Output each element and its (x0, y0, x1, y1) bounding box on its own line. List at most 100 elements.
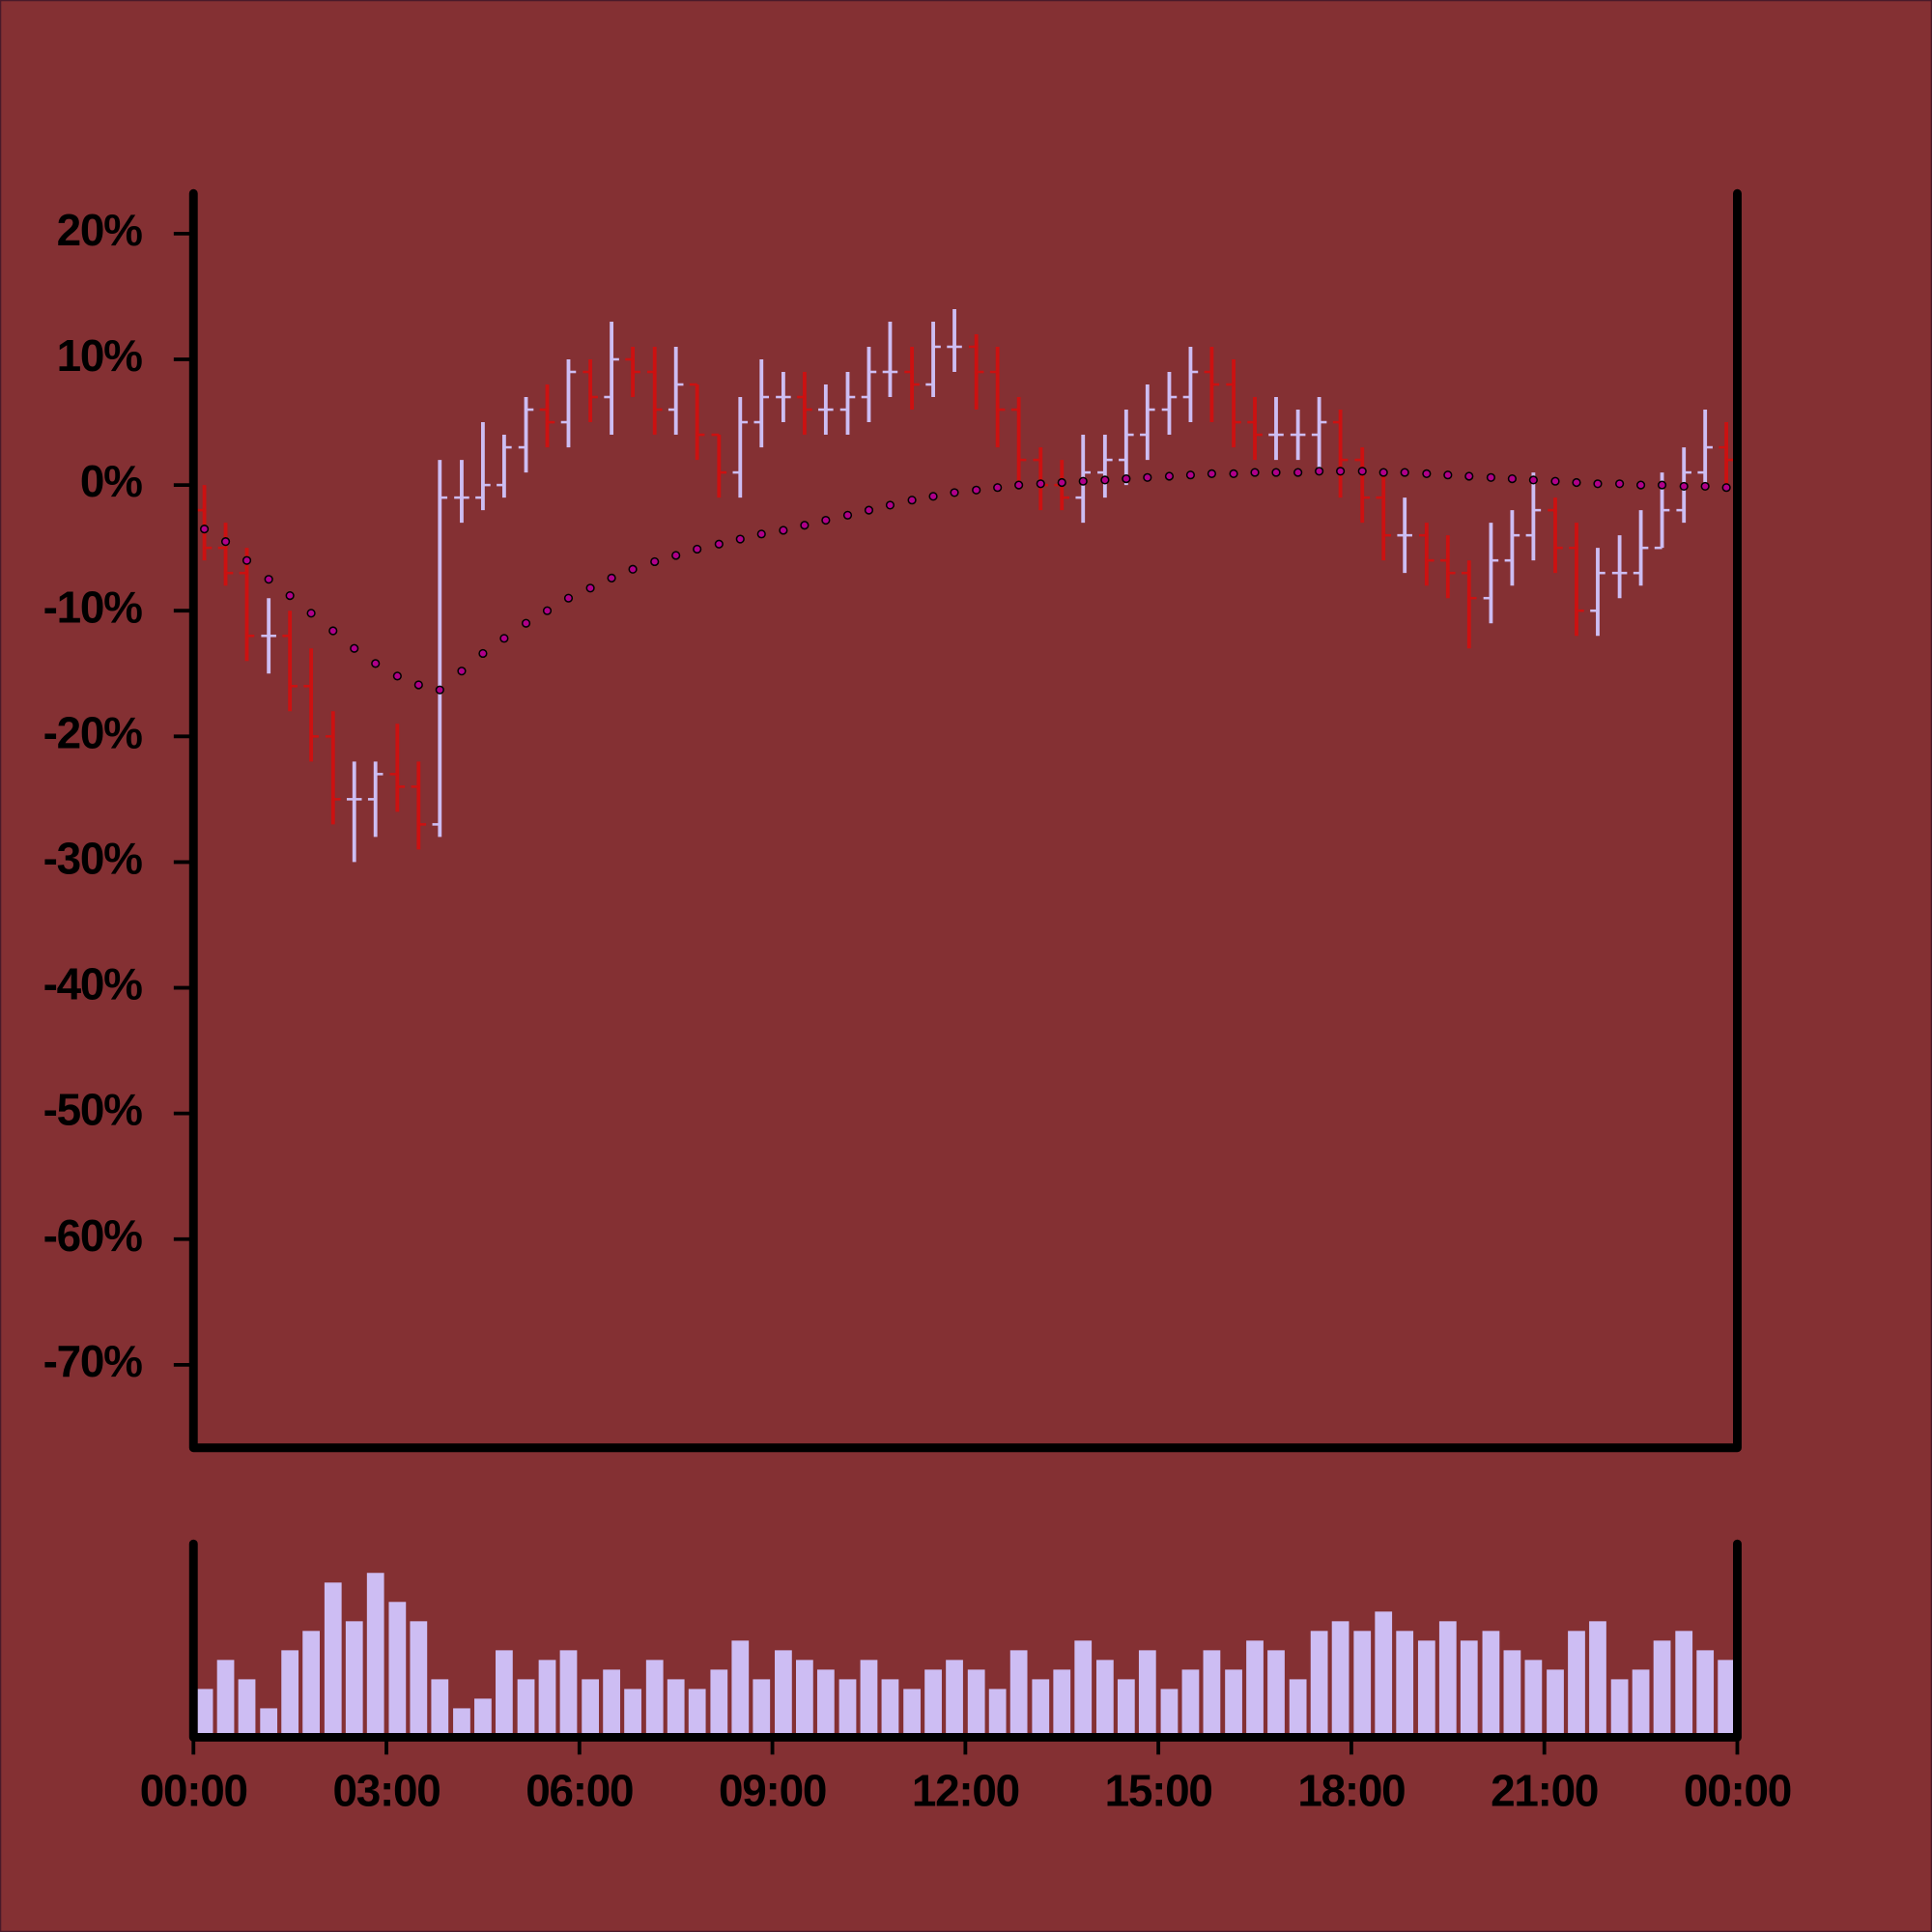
volume-bar (1289, 1679, 1307, 1738)
volume-bar (453, 1708, 470, 1738)
moving-average-point (1486, 472, 1496, 482)
moving-average-point (413, 680, 423, 690)
y-tick-label: -50% (43, 1085, 143, 1135)
moving-average-point (1250, 468, 1260, 477)
moving-average-point (821, 515, 831, 526)
volume-bar (1160, 1689, 1179, 1738)
volume-bar (816, 1669, 835, 1738)
moving-average-point (756, 529, 766, 539)
moving-average-point (457, 667, 467, 676)
volume-bar (881, 1679, 899, 1738)
volume-bar (946, 1660, 963, 1738)
volume-bar (1267, 1650, 1285, 1738)
moving-average-point (371, 659, 381, 668)
moving-average-point (1378, 468, 1388, 477)
axis-frame (188, 1539, 1742, 1742)
volume-bar (1032, 1679, 1050, 1738)
moving-average-point (928, 492, 938, 501)
volume-bar (582, 1679, 600, 1738)
moving-average-point (1036, 479, 1045, 489)
volume-bar (538, 1660, 556, 1738)
moving-average-point (264, 575, 273, 584)
moving-average-point (1315, 467, 1324, 476)
volume-bar (1138, 1650, 1156, 1738)
volume-bar (1095, 1660, 1114, 1738)
moving-average-point (306, 609, 316, 618)
volume-bar (1310, 1631, 1328, 1738)
volume-bar (1653, 1640, 1671, 1738)
volume-bar (624, 1689, 641, 1738)
moving-average-point (714, 539, 724, 549)
moving-average-point (907, 496, 917, 505)
volume-bar (1460, 1640, 1478, 1738)
moving-average-point (693, 544, 702, 554)
volume-bar (1568, 1631, 1585, 1738)
moving-average-point (735, 534, 745, 544)
volume-bar (324, 1582, 342, 1738)
volume-bar (1524, 1660, 1543, 1738)
volume-bar (903, 1689, 921, 1738)
volume-bar (195, 1689, 213, 1738)
moving-average-point (1615, 479, 1625, 489)
moving-average-point (499, 634, 509, 643)
volume-bar (559, 1650, 578, 1738)
moving-average-point (607, 573, 616, 582)
volume-bar (775, 1650, 792, 1738)
moving-average-point (1528, 475, 1538, 485)
moving-average-point (1122, 474, 1131, 484)
moving-average-point (950, 488, 959, 497)
x-tick-label: 00:00 (140, 1765, 247, 1815)
volume-bar (345, 1621, 363, 1738)
moving-average-point (242, 555, 252, 565)
volume-bar (1482, 1631, 1500, 1738)
volume-bar (1009, 1650, 1028, 1738)
volume-bar (967, 1669, 985, 1738)
moving-average-point (1185, 470, 1196, 480)
moving-average-point (779, 526, 788, 535)
x-tick-label: 15:00 (1105, 1765, 1212, 1815)
x-tick-label: 03:00 (333, 1765, 440, 1815)
volume-bar (302, 1631, 320, 1738)
volume-bar (645, 1660, 664, 1738)
volume-bar (1632, 1669, 1650, 1738)
moving-average-point (521, 618, 531, 628)
moving-average-point (199, 525, 210, 534)
volume-bar (517, 1679, 535, 1738)
volume-bar (1053, 1669, 1071, 1738)
volume-bar (238, 1679, 256, 1738)
moving-average-point (1207, 469, 1217, 478)
moving-average-point (1293, 468, 1303, 477)
moving-average-point (1721, 483, 1731, 493)
moving-average-point (1400, 468, 1409, 477)
volume-bar (1718, 1660, 1736, 1738)
volume-bar (710, 1669, 728, 1738)
volume-bar (1246, 1640, 1264, 1738)
volume-bar (1438, 1621, 1457, 1738)
moving-average-point (1550, 476, 1560, 486)
moving-average-point (328, 626, 338, 636)
volume-bar (431, 1679, 449, 1738)
volume-bar (796, 1660, 813, 1738)
moving-average-point (1422, 469, 1432, 478)
moving-average-point (392, 671, 402, 681)
moving-average-point (1229, 469, 1238, 478)
moving-average-point (972, 485, 981, 495)
moving-average-point (563, 593, 574, 603)
moving-average-point (1443, 470, 1453, 480)
y-tick-label: -10% (43, 582, 143, 632)
volume-bar (1675, 1631, 1693, 1738)
moving-average-point (1464, 471, 1474, 481)
y-tick-label: 10% (57, 330, 143, 381)
moving-average-point (1357, 467, 1367, 476)
moving-average-point (864, 505, 874, 515)
moving-average-point (435, 685, 444, 695)
y-tick-label: 0% (80, 456, 142, 506)
volume-bar (1117, 1679, 1135, 1738)
y-tick-label: -40% (43, 959, 143, 1009)
moving-average-point (1700, 481, 1710, 491)
volume-bar (753, 1679, 771, 1738)
volume-bar (474, 1698, 492, 1738)
moving-average-point (993, 483, 1003, 493)
